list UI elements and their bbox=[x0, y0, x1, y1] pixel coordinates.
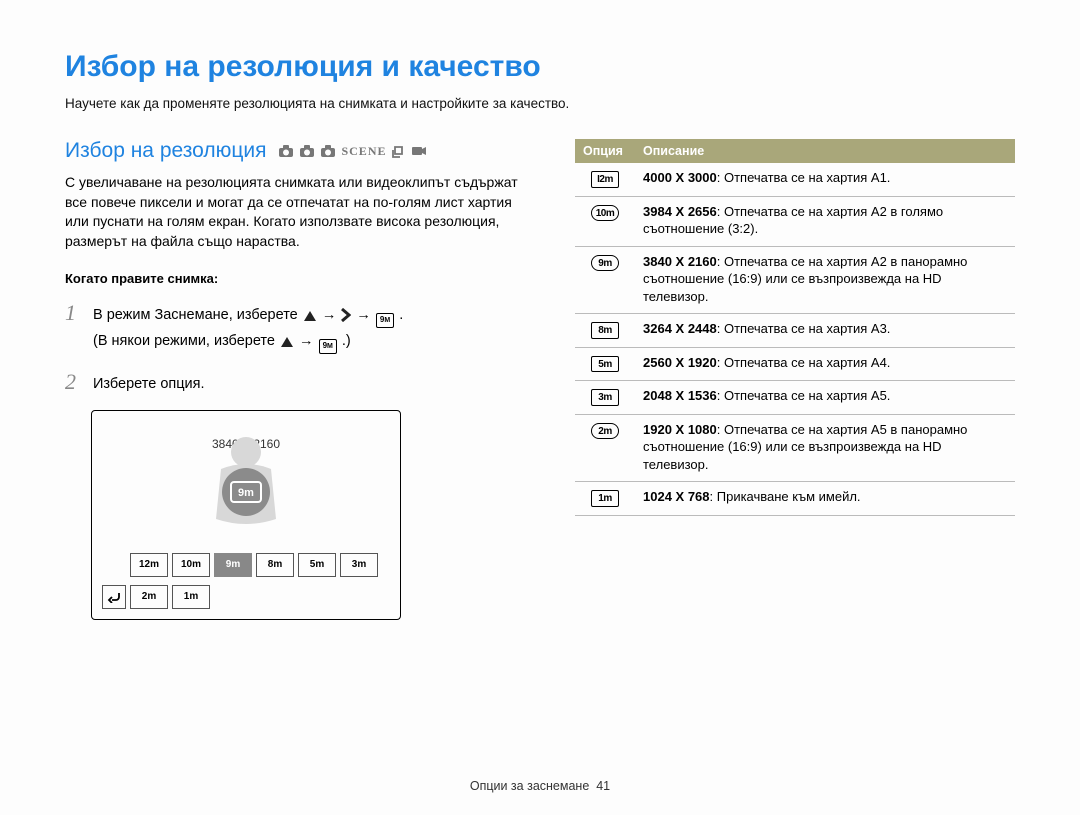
option-icon-cell: 2m bbox=[575, 414, 635, 482]
camera-auto-icon bbox=[299, 144, 315, 158]
resolution-box-icon-2: 9M bbox=[319, 333, 337, 355]
back-button[interactable] bbox=[102, 585, 126, 609]
resolution-icon: 10m bbox=[591, 205, 620, 222]
footer-label: Опции за заснемане bbox=[470, 779, 589, 793]
step-1-line2-c: .) bbox=[342, 333, 351, 349]
step-2: 2 Изберете опция. bbox=[65, 369, 535, 395]
step-1-arrow-2: → bbox=[356, 307, 375, 323]
option-description-cell: 2048 X 1536: Отпечатва се на хартия А5. bbox=[635, 381, 1015, 415]
step-1-line2-arrow: → bbox=[299, 333, 318, 349]
page-number: 41 bbox=[596, 779, 610, 793]
option-icon-cell: 5m bbox=[575, 347, 635, 381]
section-body: С увеличаване на резолюцията снимката ил… bbox=[65, 173, 535, 251]
resolution-option[interactable]: 8m bbox=[256, 553, 294, 577]
resolution-icon: 5m bbox=[591, 356, 619, 373]
step-1-number: 1 bbox=[65, 300, 83, 326]
resolution-box-icon: 9M bbox=[376, 307, 394, 329]
option-description-cell: 3264 X 2448: Отпечатва се на хартия А3. bbox=[635, 314, 1015, 348]
step-1: 1 В режим Заснемане, изберете → → 9M . (… bbox=[65, 300, 535, 355]
resolution-option[interactable]: 12m bbox=[130, 553, 168, 577]
resolution-option[interactable]: 10m bbox=[172, 553, 210, 577]
option-icon-cell: 9m bbox=[575, 246, 635, 314]
table-row: 5m 2560 X 1920: Отпечатва се на хартия А4… bbox=[575, 347, 1015, 381]
intro-text: Научете как да променяте резолюцията на … bbox=[65, 96, 1020, 111]
option-icon-cell: 10m bbox=[575, 196, 635, 246]
resolution-option[interactable]: 9m bbox=[214, 553, 252, 577]
option-description-cell: 1920 X 1080: Отпечатва се на хартия А5 в… bbox=[635, 414, 1015, 482]
option-icon-cell: 3m bbox=[575, 381, 635, 415]
option-description-cell: 3984 X 2656: Отпечатва се на хартия А2 в… bbox=[635, 196, 1015, 246]
resolution-option[interactable]: 1m bbox=[172, 585, 210, 609]
option-description-cell: 3840 X 2160: Отпечатва се на хартия А2 в… bbox=[635, 246, 1015, 314]
table-row: 10m 3984 X 2656: Отпечатва се на хартия А… bbox=[575, 196, 1015, 246]
up-triangle-icon bbox=[303, 307, 317, 329]
resolution-icon: I2m bbox=[591, 171, 619, 188]
option-description-cell: 2560 X 1920: Отпечатва се на хартия А4. bbox=[635, 347, 1015, 381]
table-row: 2m 1920 X 1080: Отпечатва се на хартия А5… bbox=[575, 414, 1015, 482]
resolution-option[interactable]: 2m bbox=[130, 585, 168, 609]
resolution-option[interactable]: 5m bbox=[298, 553, 336, 577]
resolution-icon: 2m bbox=[591, 423, 619, 440]
resolution-grid: 12m10m9m8m5m3m 2m1m bbox=[100, 549, 392, 611]
scene-text-icon: SCENE bbox=[341, 144, 386, 159]
option-description-cell: 4000 X 3000: Отпечатва се на хартия А1. bbox=[635, 163, 1015, 196]
table-row: 8m 3264 X 2448: Отпечатва се на хартия А3… bbox=[575, 314, 1015, 348]
mode-icons: SCENE bbox=[278, 144, 427, 159]
resolution-icon: 9m bbox=[591, 255, 619, 272]
step-1-text-a: В режим Заснемане, изберете bbox=[93, 307, 302, 323]
step-2-number: 2 bbox=[65, 369, 83, 395]
resolution-icon: 1m bbox=[591, 490, 619, 507]
section-title: Избор на резолюция bbox=[65, 139, 266, 163]
table-header-description: Описание bbox=[635, 139, 1015, 163]
sub-heading: Когато правите снимка: bbox=[65, 271, 535, 286]
resolution-icon: 3m bbox=[591, 389, 619, 406]
step-1-line2-a: (В някои режими, изберете bbox=[93, 333, 279, 349]
resolution-icon: 8m bbox=[591, 322, 619, 339]
table-row: 3m 2048 X 1536: Отпечатва се на хартия А5… bbox=[575, 381, 1015, 415]
options-table: Опция Описание I2m 4000 X 3000: Отпечатва… bbox=[575, 139, 1015, 516]
option-icon-cell: I2m bbox=[575, 163, 635, 196]
up-triangle-icon-2 bbox=[280, 333, 294, 355]
table-row: 9m 3840 X 2160: Отпечатва се на хартия А2… bbox=[575, 246, 1015, 314]
page-title: Избор на резолюция и качество bbox=[65, 50, 1020, 84]
page-footer: Опции за заснемане 41 bbox=[0, 779, 1080, 793]
step-1-text-d: . bbox=[399, 307, 403, 323]
option-icon-cell: 8m bbox=[575, 314, 635, 348]
step-1-arrow-1: → bbox=[322, 307, 341, 323]
table-row: 1m 1024 X 768: Прикачване към имейл. bbox=[575, 482, 1015, 516]
resolution-option[interactable]: 3m bbox=[340, 553, 378, 577]
video-icon bbox=[411, 144, 427, 158]
ghost-person-icon: 9m bbox=[191, 424, 301, 544]
table-row: I2m 4000 X 3000: Отпечатва се на хартия А… bbox=[575, 163, 1015, 196]
camera-smart-icon bbox=[278, 144, 294, 158]
camera-program-icon bbox=[320, 144, 336, 158]
table-header-option: Опция bbox=[575, 139, 635, 163]
right-chevron-icon bbox=[341, 307, 351, 329]
svg-text:9m: 9m bbox=[238, 487, 254, 499]
camera-screen-preview: 3840 X 2160 9m 12m10m9m8m5m3m2m1m bbox=[91, 410, 401, 620]
hand-dual-icon bbox=[391, 144, 406, 159]
option-icon-cell: 1m bbox=[575, 482, 635, 516]
option-description-cell: 1024 X 768: Прикачване към имейл. bbox=[635, 482, 1015, 516]
step-2-text: Изберете опция. bbox=[93, 369, 535, 395]
